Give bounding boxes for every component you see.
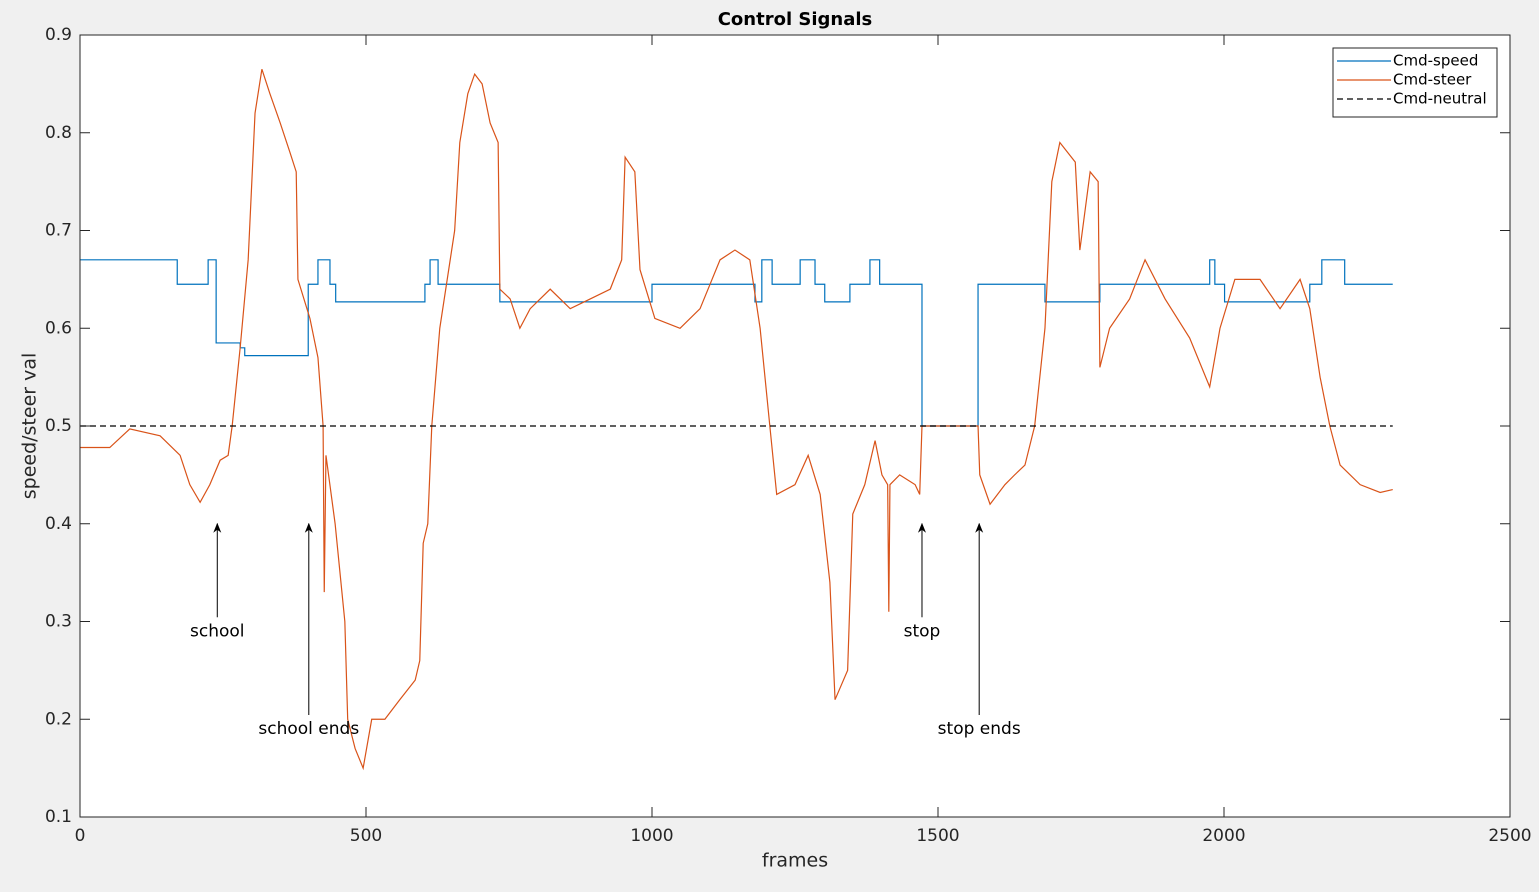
- y-tick-label: 0.6: [45, 318, 72, 338]
- legend-label: Cmd-neutral: [1393, 90, 1487, 108]
- legend-label: Cmd-speed: [1393, 52, 1478, 70]
- legend-label: Cmd-steer: [1393, 71, 1472, 89]
- x-tick-label: 1500: [916, 826, 959, 846]
- x-tick-label: 0: [75, 826, 86, 846]
- x-tick-label: 1000: [630, 826, 673, 846]
- x-tick-label: 500: [350, 826, 382, 846]
- y-tick-label: 0.5: [45, 416, 72, 436]
- annotation-text: school ends: [258, 719, 359, 739]
- y-tick-label: 0.7: [45, 221, 72, 241]
- series-line: [80, 259, 1393, 427]
- x-tick-label: 2000: [1202, 826, 1245, 846]
- annotation-text: stop: [904, 621, 941, 641]
- y-axis-label: speed/steer val: [19, 353, 41, 500]
- y-tick-label: 0.8: [45, 123, 72, 143]
- annotation-text: stop ends: [938, 719, 1021, 739]
- y-tick-label: 0.4: [45, 514, 72, 534]
- y-tick-label: 0.3: [45, 612, 72, 632]
- chart-title: Control Signals: [718, 9, 873, 30]
- x-axis-label: frames: [762, 850, 828, 872]
- x-tick-label: 2500: [1488, 826, 1531, 846]
- legend-box: [1332, 47, 1498, 118]
- axes-box: [79, 34, 1511, 818]
- y-tick-label: 0.9: [45, 25, 72, 45]
- annotation-text: school: [190, 621, 245, 641]
- y-tick-label: 0.2: [45, 709, 72, 729]
- series-line: [80, 69, 1393, 771]
- y-tick-label: 0.1: [45, 807, 72, 827]
